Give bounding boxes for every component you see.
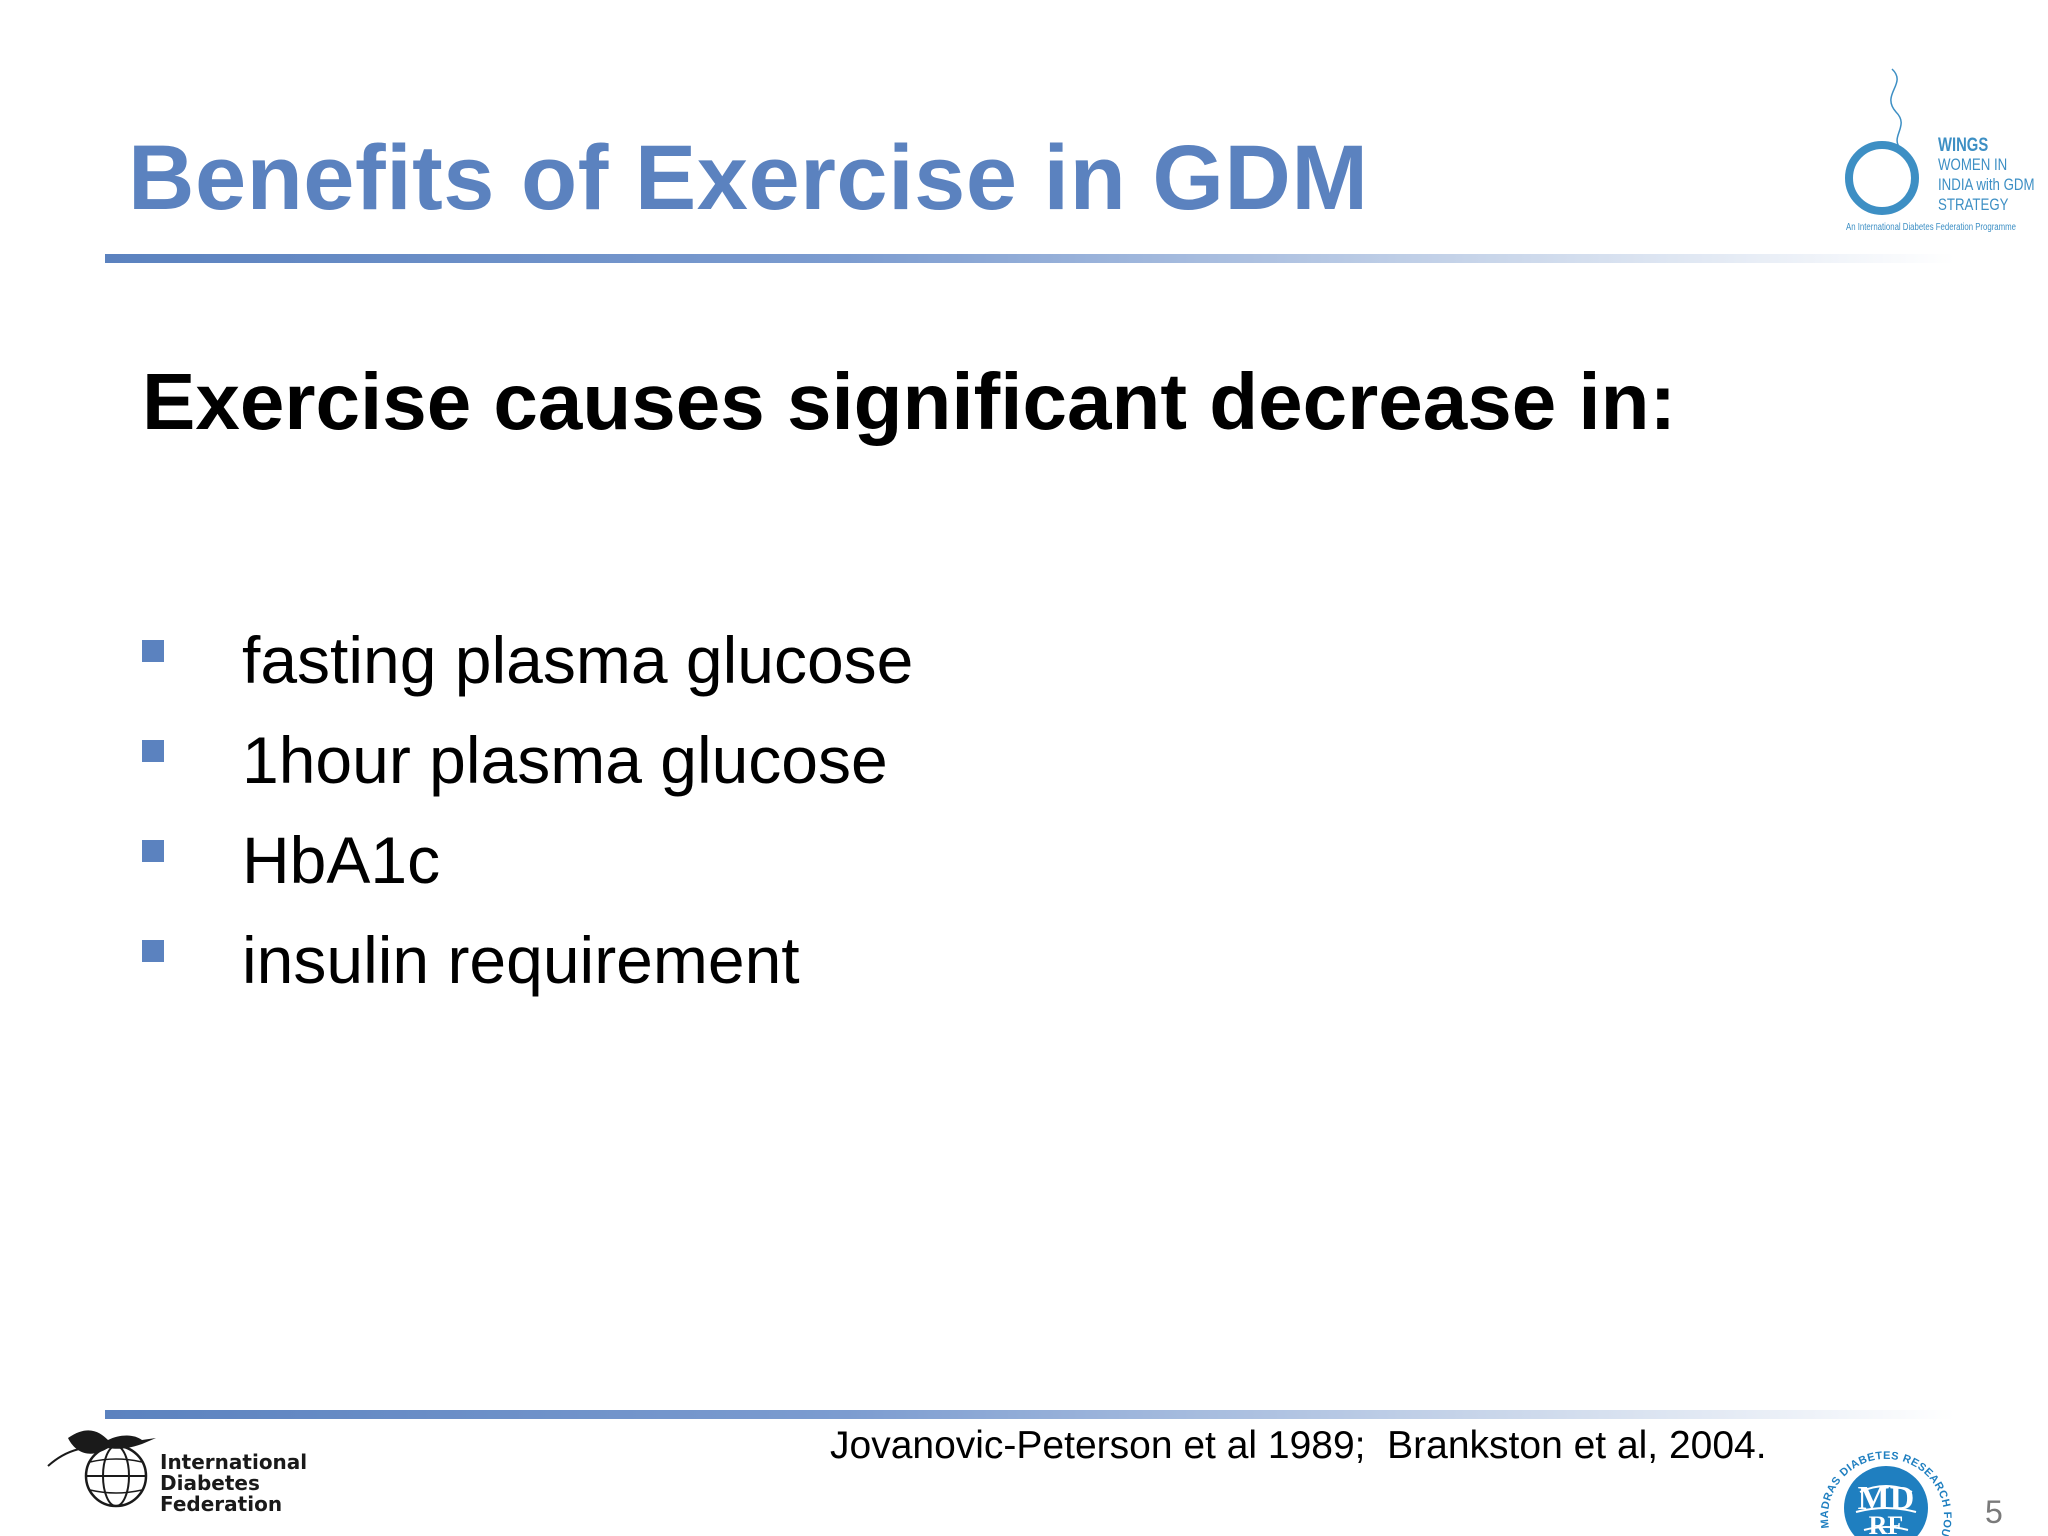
bullet-text: 1hour plasma glucose xyxy=(242,723,888,797)
footer-divider xyxy=(105,1410,1955,1419)
wings-logo-icon xyxy=(1845,68,1919,215)
wings-line: WOMEN IN xyxy=(1938,155,2008,174)
square-bullet-icon xyxy=(142,740,164,762)
wings-line: INDIA with GDM xyxy=(1938,175,2035,194)
slide-title: Benefits of Exercise in GDM xyxy=(128,127,1369,229)
wings-line: STRATEGY xyxy=(1938,195,2009,214)
bullet-text: fasting plasma glucose xyxy=(242,623,914,697)
square-bullet-icon xyxy=(142,940,164,962)
bullet-item: 1hour plasma glucose xyxy=(142,710,913,810)
page-number: 5 xyxy=(1985,1494,2003,1530)
wings-line: WINGS xyxy=(1938,135,1989,156)
svg-text:MD: MD xyxy=(1858,1480,1915,1517)
idf-line: International xyxy=(160,1450,308,1474)
wings-tagline: An International Diabetes Federation Pro… xyxy=(1846,222,2016,233)
idf-hummingbird-globe-icon xyxy=(47,1430,156,1508)
title-divider xyxy=(105,254,1955,263)
idf-logo-text: International Diabetes Federation xyxy=(160,1452,307,1515)
square-bullet-icon xyxy=(142,640,164,662)
square-bullet-icon xyxy=(142,840,164,862)
bullet-item: HbA1c xyxy=(142,810,913,910)
mdrf-seal-icon: MADRAS DIABETES RESEARCH FOUNDATION MD R… xyxy=(1800,1412,1953,1536)
content-heading: Exercise causes significant decrease in: xyxy=(142,357,1677,446)
bullet-text: insulin requirement xyxy=(242,923,800,997)
wings-logo-text: WINGS WOMEN IN INDIA with GDM STRATEGY xyxy=(1938,136,2048,216)
bullet-text: HbA1c xyxy=(242,823,441,897)
svg-text:RF: RF xyxy=(1869,1511,1904,1536)
idf-line: Federation xyxy=(160,1492,283,1516)
citation: Jovanovic-Peterson et al 1989; Brankston… xyxy=(830,1424,1767,1467)
bullet-item: fasting plasma glucose xyxy=(142,610,913,710)
bullet-item: insulin requirement xyxy=(142,910,913,1010)
bullet-list: fasting plasma glucose 1hour plasma gluc… xyxy=(142,610,913,1010)
idf-line: Diabetes xyxy=(160,1471,260,1495)
